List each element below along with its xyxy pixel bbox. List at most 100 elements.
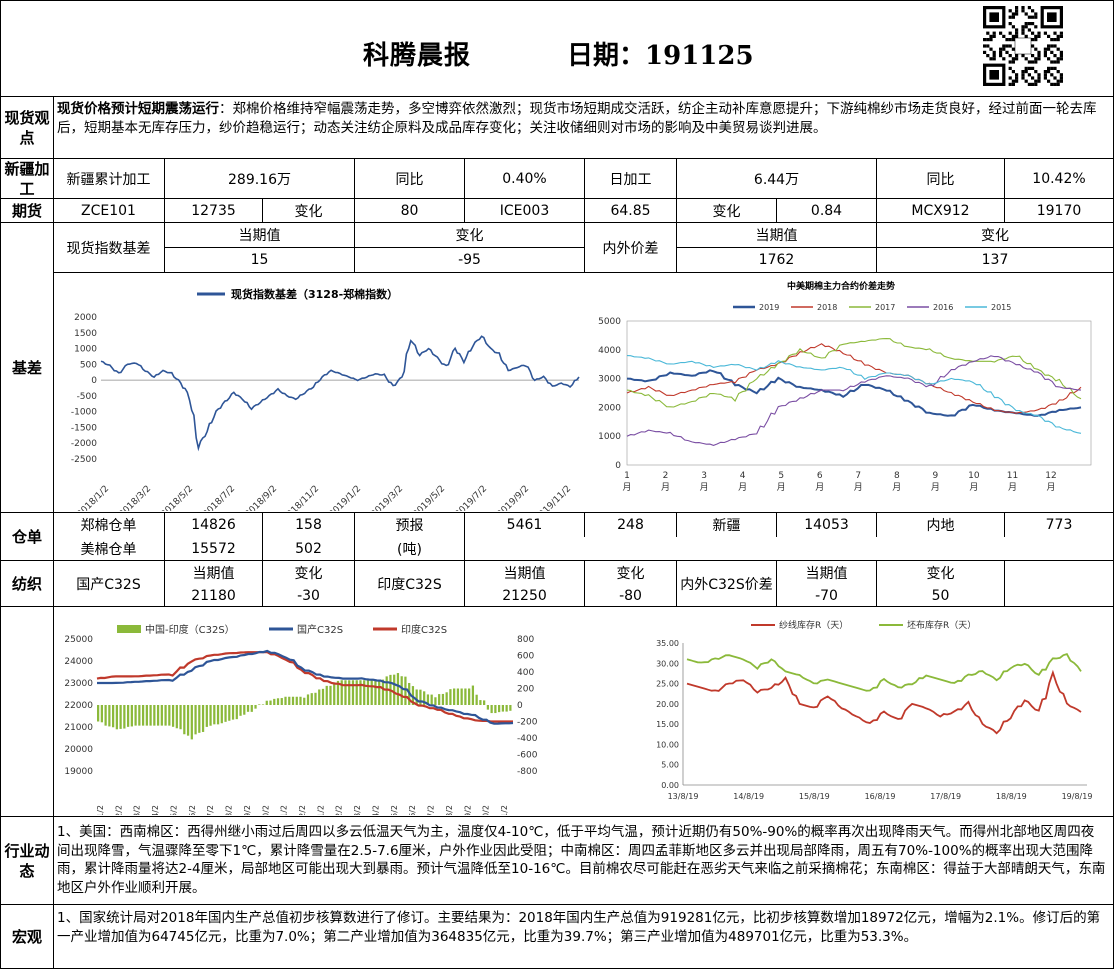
diff-bar xyxy=(483,700,486,705)
diff-bar xyxy=(156,705,160,726)
y-tick-label: 22000 xyxy=(64,701,93,711)
qr-module xyxy=(1031,38,1035,42)
diff-bar xyxy=(366,680,370,705)
y-tick-label: 1000 xyxy=(598,432,621,442)
y2-tick-label: 0 xyxy=(517,701,523,711)
qr-module xyxy=(1011,70,1015,74)
diff-bar xyxy=(130,705,133,727)
y-tick-label: 0 xyxy=(615,461,621,471)
futures-cell: 19170 xyxy=(1005,199,1113,223)
legend-label: 中国-印度（C32S） xyxy=(145,623,235,636)
basis-series-line xyxy=(100,335,580,452)
diff-bar xyxy=(149,705,152,726)
qr-module xyxy=(1047,79,1051,83)
x-tick-label: 8 xyxy=(894,471,900,481)
qr-module xyxy=(1043,54,1047,58)
qr-module xyxy=(1053,82,1057,86)
qr-module xyxy=(1008,31,1012,35)
qr-module xyxy=(1008,54,1012,58)
diff-bar xyxy=(258,704,261,705)
qr-module xyxy=(1027,82,1031,86)
y-tick-label: 0.00 xyxy=(661,781,679,790)
diff-bar xyxy=(396,673,400,705)
diff-bar xyxy=(303,697,306,705)
y-tick-label: 0 xyxy=(91,376,97,386)
diff-bar xyxy=(228,705,231,721)
x-tick-label: 19/8/2 xyxy=(445,805,454,815)
qr-module xyxy=(1011,12,1015,16)
qr-module xyxy=(1031,9,1035,13)
legend-swatch xyxy=(117,625,141,633)
diff-bar xyxy=(479,700,482,705)
y-tick-label: 25000 xyxy=(64,635,93,645)
y-tick-label: 3000 xyxy=(598,375,621,385)
textile-cell: 变化 xyxy=(263,561,355,584)
diff-bar xyxy=(490,705,493,714)
textile-cell: 国产C32S xyxy=(53,561,165,607)
textile-section: 纺织 国产C32S 当期值 变化 印度C32S 当期值 变化 内外C32S价差 当期值 变化 21… xyxy=(1,561,1113,607)
x-tick-label: 19/5/2 xyxy=(390,805,399,815)
series-line-2018 xyxy=(626,343,1082,414)
y2-tick-label: -600 xyxy=(517,751,538,761)
futures-cell: 12735 xyxy=(165,199,263,223)
diff-bar xyxy=(175,705,178,729)
qr-module xyxy=(986,54,990,58)
x-tick-label: 18/2/2 xyxy=(114,805,123,815)
qr-module xyxy=(1047,47,1051,51)
qr-module xyxy=(1011,15,1015,19)
diff-bar xyxy=(306,694,310,705)
qr-module xyxy=(1037,54,1041,58)
futures-cell: 变化 xyxy=(263,199,355,223)
basis-label: 基差 xyxy=(1,223,54,512)
qr-module xyxy=(1056,34,1060,38)
x-tick-unit: 月 xyxy=(969,482,978,493)
qr-module xyxy=(1053,31,1057,35)
x-tick-label: 2019/7/2 xyxy=(453,484,489,511)
x-tick-unit: 月 xyxy=(622,482,631,493)
warehouse-cell: 248 xyxy=(585,513,677,537)
qr-module xyxy=(1015,73,1019,77)
legend-label: 2018 xyxy=(817,303,837,312)
diff-bar xyxy=(141,705,145,726)
x-tick-label: 2019/5/2 xyxy=(411,484,447,511)
qr-module xyxy=(1037,34,1041,38)
diff-bar xyxy=(404,676,407,705)
diff-bar xyxy=(261,704,265,705)
diff-bar xyxy=(374,680,377,705)
x-tick-label: 19/11/2 xyxy=(500,805,509,815)
textile-cell: -80 xyxy=(585,584,677,607)
qr-module xyxy=(989,38,993,42)
spot-view-text: 现货价格预计短期震荡运行：郑棉价格维持窄幅震荡走势，多空博弈依然激烈；现货市场短… xyxy=(57,101,1097,136)
y2-tick-label: 800 xyxy=(517,635,534,645)
qr-finder-core xyxy=(989,70,999,80)
qr-module xyxy=(999,50,1003,54)
basis-chg-value: -95 xyxy=(355,248,585,273)
warehouse-cell: 内地 xyxy=(877,513,1005,537)
diff-bar xyxy=(329,685,332,705)
x-tick-label: 19/7/2 xyxy=(427,805,436,815)
x-tick-label: 2019/3/2 xyxy=(369,484,405,511)
qr-module xyxy=(1059,57,1063,61)
qr-module xyxy=(1002,57,1006,61)
x-tick-unit: 月 xyxy=(931,482,940,493)
qr-module xyxy=(1021,25,1025,29)
warehouse-cell: 773 xyxy=(1045,517,1073,533)
diff-bar xyxy=(359,680,362,705)
x-tick-label: 1 xyxy=(624,471,630,481)
y-tick-label: 23000 xyxy=(64,679,93,689)
xinjiang-cell: 日加工 xyxy=(585,159,677,199)
y-tick-label: 20.00 xyxy=(656,700,679,709)
diff-bar xyxy=(250,705,253,712)
qr-module xyxy=(1027,73,1031,77)
diff-bar xyxy=(213,705,216,725)
qr-module xyxy=(1011,47,1015,51)
legend-label: 印度C32S xyxy=(401,623,447,636)
diff-bar xyxy=(464,688,467,705)
x-tick-label: 18/12/2 xyxy=(298,805,307,815)
qr-module xyxy=(1027,28,1031,32)
warehouse-section: 仓单 郑棉仓单 14826 158 预报 5461 248 新疆 14053 内地 773 美棉仓单… xyxy=(1,513,1113,561)
futures-cell: ICE003 xyxy=(465,199,585,223)
qr-module xyxy=(992,31,996,35)
warehouse-cell: 15572 xyxy=(165,537,263,561)
